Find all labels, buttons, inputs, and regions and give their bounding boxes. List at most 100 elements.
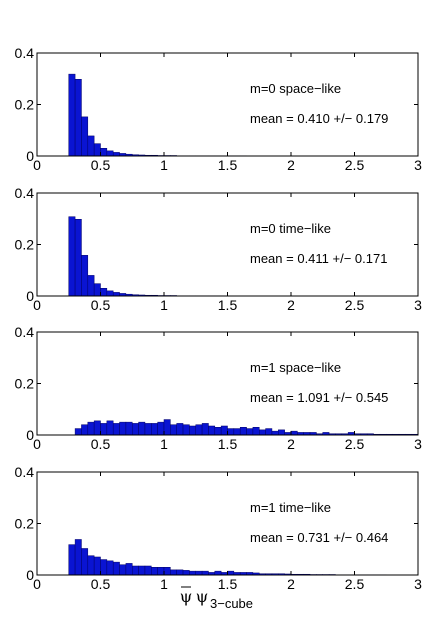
x-tick-label: 1.5 bbox=[218, 297, 238, 313]
histogram-bar bbox=[112, 561, 120, 576]
histogram-bar bbox=[93, 420, 101, 436]
y-tick-label: 0 bbox=[26, 427, 34, 443]
x-tick-label: 0.5 bbox=[91, 576, 111, 592]
histogram-bar bbox=[106, 150, 114, 157]
x-tick-label: 2 bbox=[287, 157, 295, 173]
y-tick-label: 0.4 bbox=[15, 324, 35, 340]
histogram-bar bbox=[170, 569, 177, 576]
histogram-bar bbox=[68, 544, 76, 576]
histogram-bar bbox=[233, 428, 241, 436]
histogram-bar bbox=[138, 421, 146, 436]
histogram-bar bbox=[220, 425, 228, 436]
histogram-bar bbox=[227, 570, 235, 576]
x-tick-label: 3 bbox=[414, 297, 422, 313]
histogram-bar bbox=[106, 420, 114, 436]
histogram-bar bbox=[87, 135, 95, 157]
x-tick-label: 3 bbox=[414, 157, 422, 173]
histogram-bar bbox=[81, 424, 89, 436]
histogram-bar bbox=[74, 539, 82, 576]
histogram-bar bbox=[176, 569, 184, 576]
x-tick-label: 2 bbox=[287, 297, 295, 313]
panel-mean-stat: mean = 0.731 +/− 0.464 bbox=[250, 530, 388, 545]
histogram-bar bbox=[119, 564, 127, 576]
x-tick-label: 2.5 bbox=[345, 436, 365, 452]
x-tick-label: 0.5 bbox=[91, 436, 111, 452]
x-axis-label: ψ ψ 3−cube bbox=[180, 586, 253, 611]
x-tick-label: 3 bbox=[414, 576, 422, 592]
histogram-bar bbox=[176, 423, 184, 436]
y-tick-label: 0 bbox=[26, 148, 34, 164]
y-tick-label: 0 bbox=[26, 288, 34, 304]
histogram-bar bbox=[157, 567, 165, 576]
histogram-bar bbox=[132, 423, 139, 436]
histogram-bar bbox=[125, 421, 133, 436]
histogram-panel: 0 0.5 1 1.5 2 2.5 3 0 0.2 0.4 m=1 time−like mean = … bbox=[15, 464, 423, 592]
y-tick-label: 0.2 bbox=[15, 237, 35, 253]
histogram-bar bbox=[74, 79, 82, 157]
histogram-bar bbox=[151, 423, 158, 436]
x-label-psi: ψ bbox=[196, 587, 209, 606]
y-tick-label: 0.2 bbox=[15, 376, 35, 392]
x-tick-label: 1.5 bbox=[218, 157, 238, 173]
histogram-bar bbox=[208, 425, 216, 436]
y-tick-label: 0.4 bbox=[15, 464, 35, 480]
x-tick-label: 0 bbox=[33, 297, 41, 313]
histogram-bar bbox=[195, 570, 203, 576]
histogram-bar bbox=[112, 292, 120, 297]
histogram-bar bbox=[112, 423, 120, 436]
histogram-bar bbox=[106, 560, 114, 576]
histogram-bar bbox=[201, 423, 209, 436]
histogram-bar bbox=[195, 424, 203, 436]
histogram-bar bbox=[290, 430, 298, 436]
x-label-subscript: 3−cube bbox=[210, 596, 253, 611]
histogram-bar bbox=[214, 570, 222, 576]
histogram-bar bbox=[239, 427, 247, 436]
x-tick-label: 0 bbox=[33, 157, 41, 173]
x-tick-label: 0.5 bbox=[91, 297, 111, 313]
y-tick-label: 0 bbox=[26, 567, 34, 583]
histogram-bar bbox=[201, 570, 209, 576]
histogram-bar bbox=[227, 428, 235, 436]
histogram-bar bbox=[68, 73, 76, 157]
x-tick-label: 0 bbox=[33, 576, 41, 592]
histogram-bar bbox=[259, 429, 266, 436]
histogram-bar bbox=[87, 555, 95, 576]
axes-frame bbox=[36, 331, 419, 436]
histogram-bar bbox=[112, 152, 120, 157]
x-tick-label: 1 bbox=[160, 576, 168, 592]
histogram-bar bbox=[93, 556, 101, 576]
x-tick-label: 1.5 bbox=[218, 436, 238, 452]
histogram-bar bbox=[163, 419, 171, 436]
histogram-bar bbox=[106, 290, 114, 297]
histogram-bar bbox=[189, 425, 196, 436]
histogram-bar bbox=[100, 288, 108, 297]
histogram-bar bbox=[74, 219, 82, 297]
histogram-bar bbox=[68, 216, 76, 297]
x-tick-label: 2 bbox=[287, 576, 295, 592]
histogram-bar bbox=[151, 567, 158, 576]
histogram-bar bbox=[189, 570, 196, 576]
histogram-bar bbox=[81, 255, 89, 297]
histogram-bar bbox=[87, 421, 95, 436]
histogram-bar bbox=[119, 421, 127, 436]
x-tick-label: 2.5 bbox=[345, 157, 365, 173]
panel-label: m=1 time−like bbox=[250, 500, 331, 515]
histogram-bar bbox=[157, 421, 165, 436]
x-tick-label: 1 bbox=[160, 157, 168, 173]
histogram-bar bbox=[81, 548, 89, 576]
histogram-bar bbox=[93, 283, 101, 297]
histogram-bar bbox=[265, 428, 273, 436]
histogram-bar bbox=[144, 565, 152, 576]
panel-mean-stat: mean = 1.091 +/− 0.545 bbox=[250, 390, 388, 405]
histogram-bar bbox=[252, 427, 260, 436]
x-tick-label: 1 bbox=[160, 297, 168, 313]
panel-mean-stat: mean = 0.411 +/− 0.171 bbox=[250, 251, 387, 266]
histogram-bar bbox=[138, 565, 146, 576]
panel-mean-stat: mean = 0.410 +/− 0.179 bbox=[250, 111, 388, 126]
histogram-bar bbox=[271, 430, 279, 436]
panel-label: m=0 space−like bbox=[250, 81, 341, 96]
histogram-bar bbox=[125, 563, 133, 576]
histogram-bar bbox=[163, 567, 171, 576]
histogram-panel: 0 0.5 1 1.5 2 2.5 3 0 0.2 0.4 m=0 time−like mean = … bbox=[15, 185, 423, 313]
